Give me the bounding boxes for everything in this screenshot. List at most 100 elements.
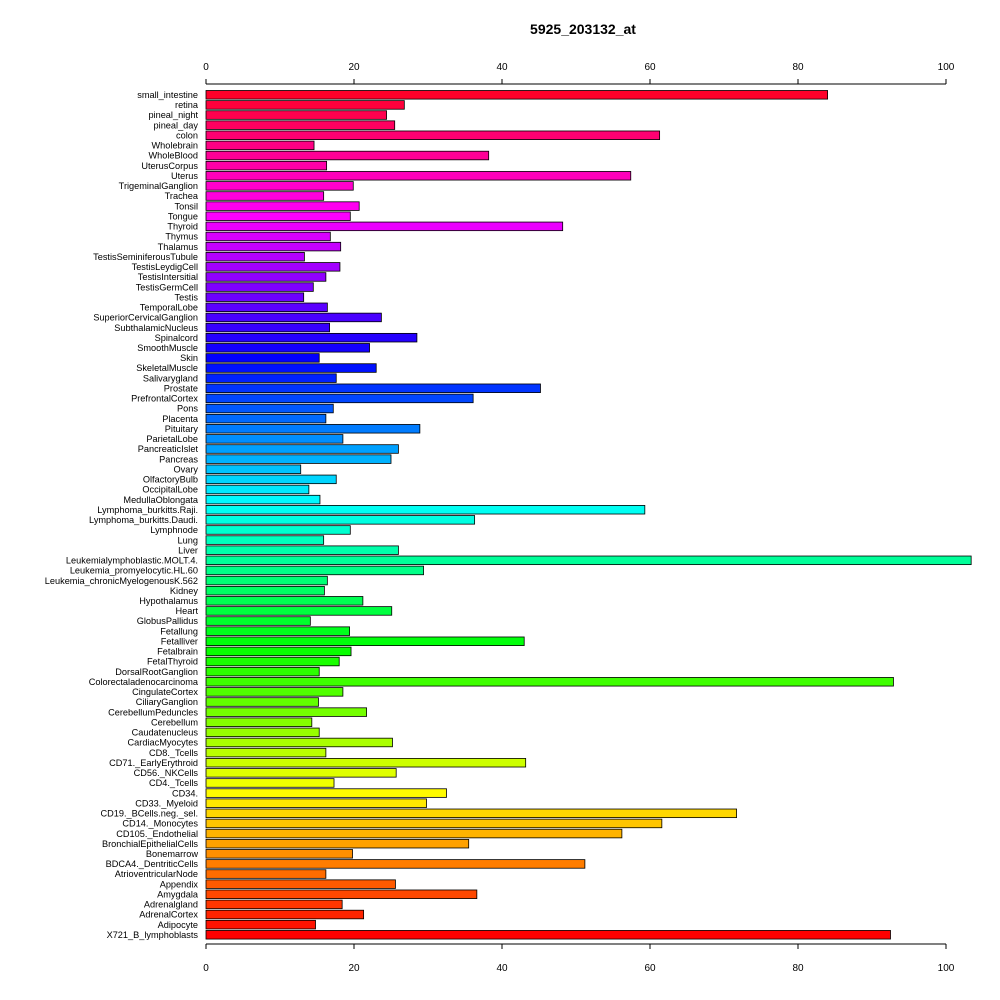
bar — [205, 171, 632, 181]
category-label: Hypothalamus — [139, 596, 198, 606]
bar — [205, 211, 351, 221]
category-label: CD14._Monocytes — [122, 819, 198, 829]
category-label: Amygdala — [157, 889, 199, 899]
category-label: Trachea — [165, 191, 199, 201]
bar — [205, 838, 470, 849]
bar — [205, 363, 377, 373]
bar — [205, 737, 393, 748]
bottom-tick-label: 80 — [792, 963, 804, 974]
category-label: TestisGermCell — [136, 282, 198, 292]
bar — [205, 444, 399, 454]
bar — [205, 697, 319, 707]
category-label: FetalThyroid — [147, 657, 198, 667]
category-label: Spinalcord — [155, 333, 198, 343]
category-label: Tongue — [168, 211, 198, 221]
bar — [205, 616, 311, 626]
bar-group — [205, 90, 972, 940]
bar — [205, 859, 586, 869]
category-label: Pancreas — [159, 454, 198, 464]
bar — [205, 828, 623, 839]
category-label: PancreaticIslet — [138, 444, 199, 454]
category-label: SuperiorCervicalGanglion — [93, 313, 198, 323]
bar — [205, 869, 327, 879]
bar — [205, 282, 314, 292]
bar — [205, 110, 387, 120]
chart-title: 5925_203132_at — [530, 21, 636, 37]
bar — [205, 140, 315, 151]
category-label: Kidney — [170, 586, 198, 596]
bar — [205, 505, 646, 515]
category-label: Appendix — [160, 879, 199, 889]
bar — [205, 535, 325, 545]
top-tick-label: 100 — [938, 62, 955, 73]
bar — [205, 849, 353, 859]
bar — [205, 879, 396, 889]
category-label: Testis — [175, 292, 199, 302]
category-label: OccipitalLobe — [142, 485, 198, 495]
category-label: Caudatenucleus — [132, 728, 199, 738]
category-label: CD4._Tcells — [149, 778, 198, 788]
bar — [205, 565, 424, 576]
bar — [205, 747, 327, 758]
top-tick-label: 60 — [644, 62, 656, 73]
category-label: Leukemia_promyelocytic.HL.60 — [70, 566, 198, 576]
bar — [205, 130, 661, 140]
bar — [205, 292, 305, 302]
bar — [205, 636, 525, 646]
category-label: CD19._BCells.neg._sel. — [100, 809, 198, 819]
category-label: Prostate — [164, 383, 198, 393]
category-label: CD105._Endothelial — [116, 829, 198, 839]
bar — [205, 758, 527, 768]
category-label: CD34. — [172, 788, 198, 798]
category-label: CiliaryGanglion — [136, 697, 198, 707]
top-tick-label: 0 — [203, 62, 209, 73]
bar — [205, 201, 360, 211]
bottom-tick-label: 100 — [938, 963, 955, 974]
bottom-tick-label: 60 — [644, 963, 656, 974]
category-label: TrigeminalGanglion — [119, 181, 198, 191]
bar — [205, 808, 737, 819]
top-x-axis: 0 20 40 60 80 100 — [203, 62, 955, 85]
category-label: DorsalRootGanglion — [115, 667, 198, 677]
category-label: GlobusPallidus — [137, 616, 199, 626]
category-label: Skin — [180, 353, 198, 363]
bar — [205, 160, 328, 171]
category-label: Thyroid — [167, 222, 198, 232]
category-label: CD8._Tcells — [149, 748, 198, 758]
category-label: MedullaOblongata — [123, 495, 198, 505]
category-label: Uterus — [171, 171, 198, 181]
bar — [205, 798, 427, 808]
category-label: retina — [175, 100, 199, 110]
bar — [205, 707, 367, 717]
bar — [205, 231, 331, 242]
category-label: SmoothMuscle — [137, 343, 198, 353]
category-labels: small_intestineretinapineal_nightpineal_… — [45, 90, 199, 940]
category-label: Lymphnode — [150, 525, 198, 535]
category-label: Bonemarrow — [146, 849, 198, 859]
category-label: Lung — [178, 535, 198, 545]
bar — [205, 575, 328, 586]
top-tick-label: 80 — [792, 62, 804, 73]
bar — [205, 221, 564, 232]
category-label: PrefrontalCortex — [131, 394, 198, 404]
bar — [205, 666, 320, 677]
category-label: CD71._EarlyErythroid — [109, 758, 198, 768]
category-label: CardiacMyocytes — [128, 738, 199, 748]
bottom-tick-label: 0 — [203, 963, 209, 974]
category-label: CingulateCortex — [132, 687, 198, 697]
bar — [205, 90, 828, 100]
category-label: Cerebellum — [151, 717, 198, 727]
category-label: AdrenalCortex — [139, 910, 198, 920]
category-label: Adipocyte — [158, 920, 198, 930]
bar — [205, 181, 354, 191]
bar — [205, 424, 421, 434]
category-label: Pituitary — [165, 424, 199, 434]
bar — [205, 717, 313, 727]
bar — [205, 494, 321, 505]
bar — [205, 818, 663, 829]
bar — [205, 454, 392, 464]
category-label: Ovary — [173, 464, 198, 474]
category-label: SubthalamicNucleus — [114, 323, 198, 333]
category-label: AtrioventricularNode — [115, 869, 198, 879]
